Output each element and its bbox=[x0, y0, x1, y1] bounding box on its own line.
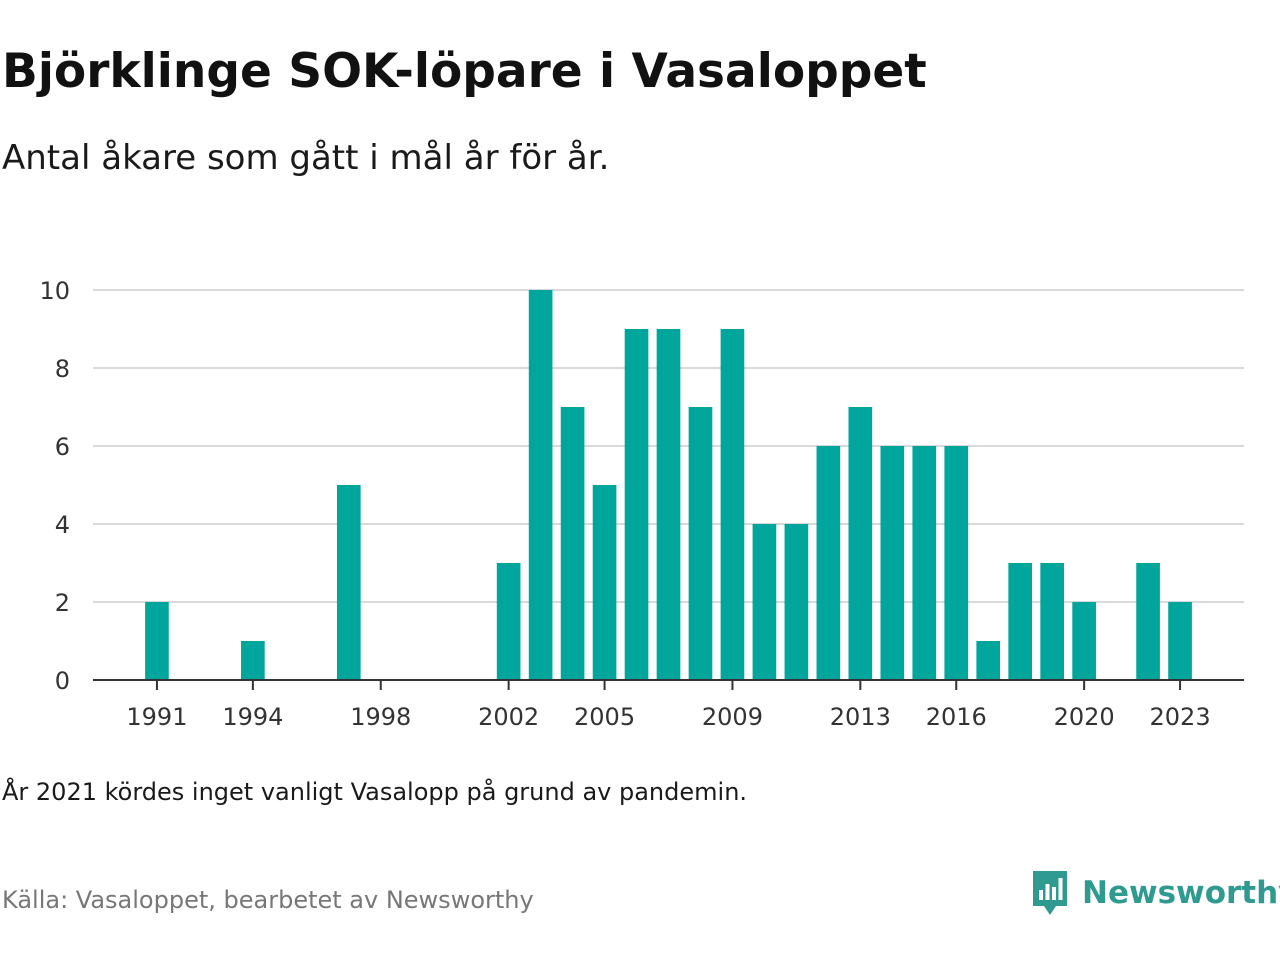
bar-2006 bbox=[624, 329, 649, 680]
x-tick-label: 2023 bbox=[1150, 703, 1211, 731]
bar-2018 bbox=[1008, 563, 1033, 680]
y-tick-label: 6 bbox=[55, 433, 70, 461]
y-tick-label: 2 bbox=[55, 589, 70, 617]
x-tick-label: 2016 bbox=[926, 703, 987, 731]
y-tick-label: 4 bbox=[55, 511, 70, 539]
bar-1994 bbox=[241, 641, 265, 680]
bar-2022 bbox=[1136, 563, 1160, 680]
x-tick-label: 1991 bbox=[126, 703, 187, 731]
brand-logo: Newsworthy bbox=[1030, 868, 1280, 918]
x-tick-label: 2013 bbox=[830, 703, 891, 731]
bar-1991 bbox=[145, 602, 169, 680]
bar-2004 bbox=[560, 407, 585, 680]
bar-2007 bbox=[656, 329, 681, 680]
bar-2023 bbox=[1168, 602, 1192, 680]
bar-2013 bbox=[848, 407, 873, 680]
bar-2009 bbox=[720, 329, 745, 680]
bars bbox=[145, 290, 1192, 680]
x-tick-label: 2002 bbox=[478, 703, 539, 731]
y-tick-label: 8 bbox=[55, 355, 70, 383]
x-tick-label: 1994 bbox=[222, 703, 283, 731]
y-tick-label: 10 bbox=[39, 277, 70, 305]
bar-1997 bbox=[336, 485, 361, 680]
chart-title: Björklinge SOK-löpare i Vasaloppet bbox=[2, 44, 927, 99]
bar-2003 bbox=[528, 290, 553, 680]
bar-2014 bbox=[880, 446, 905, 680]
bar-2012 bbox=[816, 446, 841, 680]
y-tick-label: 0 bbox=[55, 667, 70, 695]
bar-2019 bbox=[1040, 563, 1064, 680]
x-tick-label: 1998 bbox=[350, 703, 411, 731]
bar-2020 bbox=[1072, 602, 1096, 680]
newsworthy-logo-icon bbox=[1033, 871, 1067, 915]
axes: 0 2 4 6 8 10 1991 1994 1998 2002 2005 2009 2013 2016 2… bbox=[39, 277, 1244, 731]
bar-2002 bbox=[496, 563, 521, 680]
x-tick-label: 2009 bbox=[702, 703, 763, 731]
bar-2017 bbox=[976, 641, 1001, 680]
bar-2011 bbox=[784, 524, 809, 680]
bar-2010 bbox=[752, 524, 777, 680]
bar-2005 bbox=[592, 485, 617, 680]
bar-chart: 0 2 4 6 8 10 1991 1994 1998 2002 2005 2009 2013 2016 2… bbox=[39, 277, 1244, 731]
source-credit: Källa: Vasaloppet, bearbetet av Newswort… bbox=[2, 886, 534, 914]
bar-2015 bbox=[912, 446, 937, 680]
footnote: År 2021 kördes inget vanligt Vasalopp på… bbox=[2, 778, 748, 806]
brand-name: Newsworthy bbox=[1082, 875, 1280, 911]
chart-subtitle: Antal åkare som gått i mål år för år. bbox=[2, 138, 610, 178]
bar-2016 bbox=[944, 446, 969, 680]
bar-2008 bbox=[688, 407, 713, 680]
x-tick-label: 2005 bbox=[574, 703, 635, 731]
x-tick-label: 2020 bbox=[1054, 703, 1115, 731]
